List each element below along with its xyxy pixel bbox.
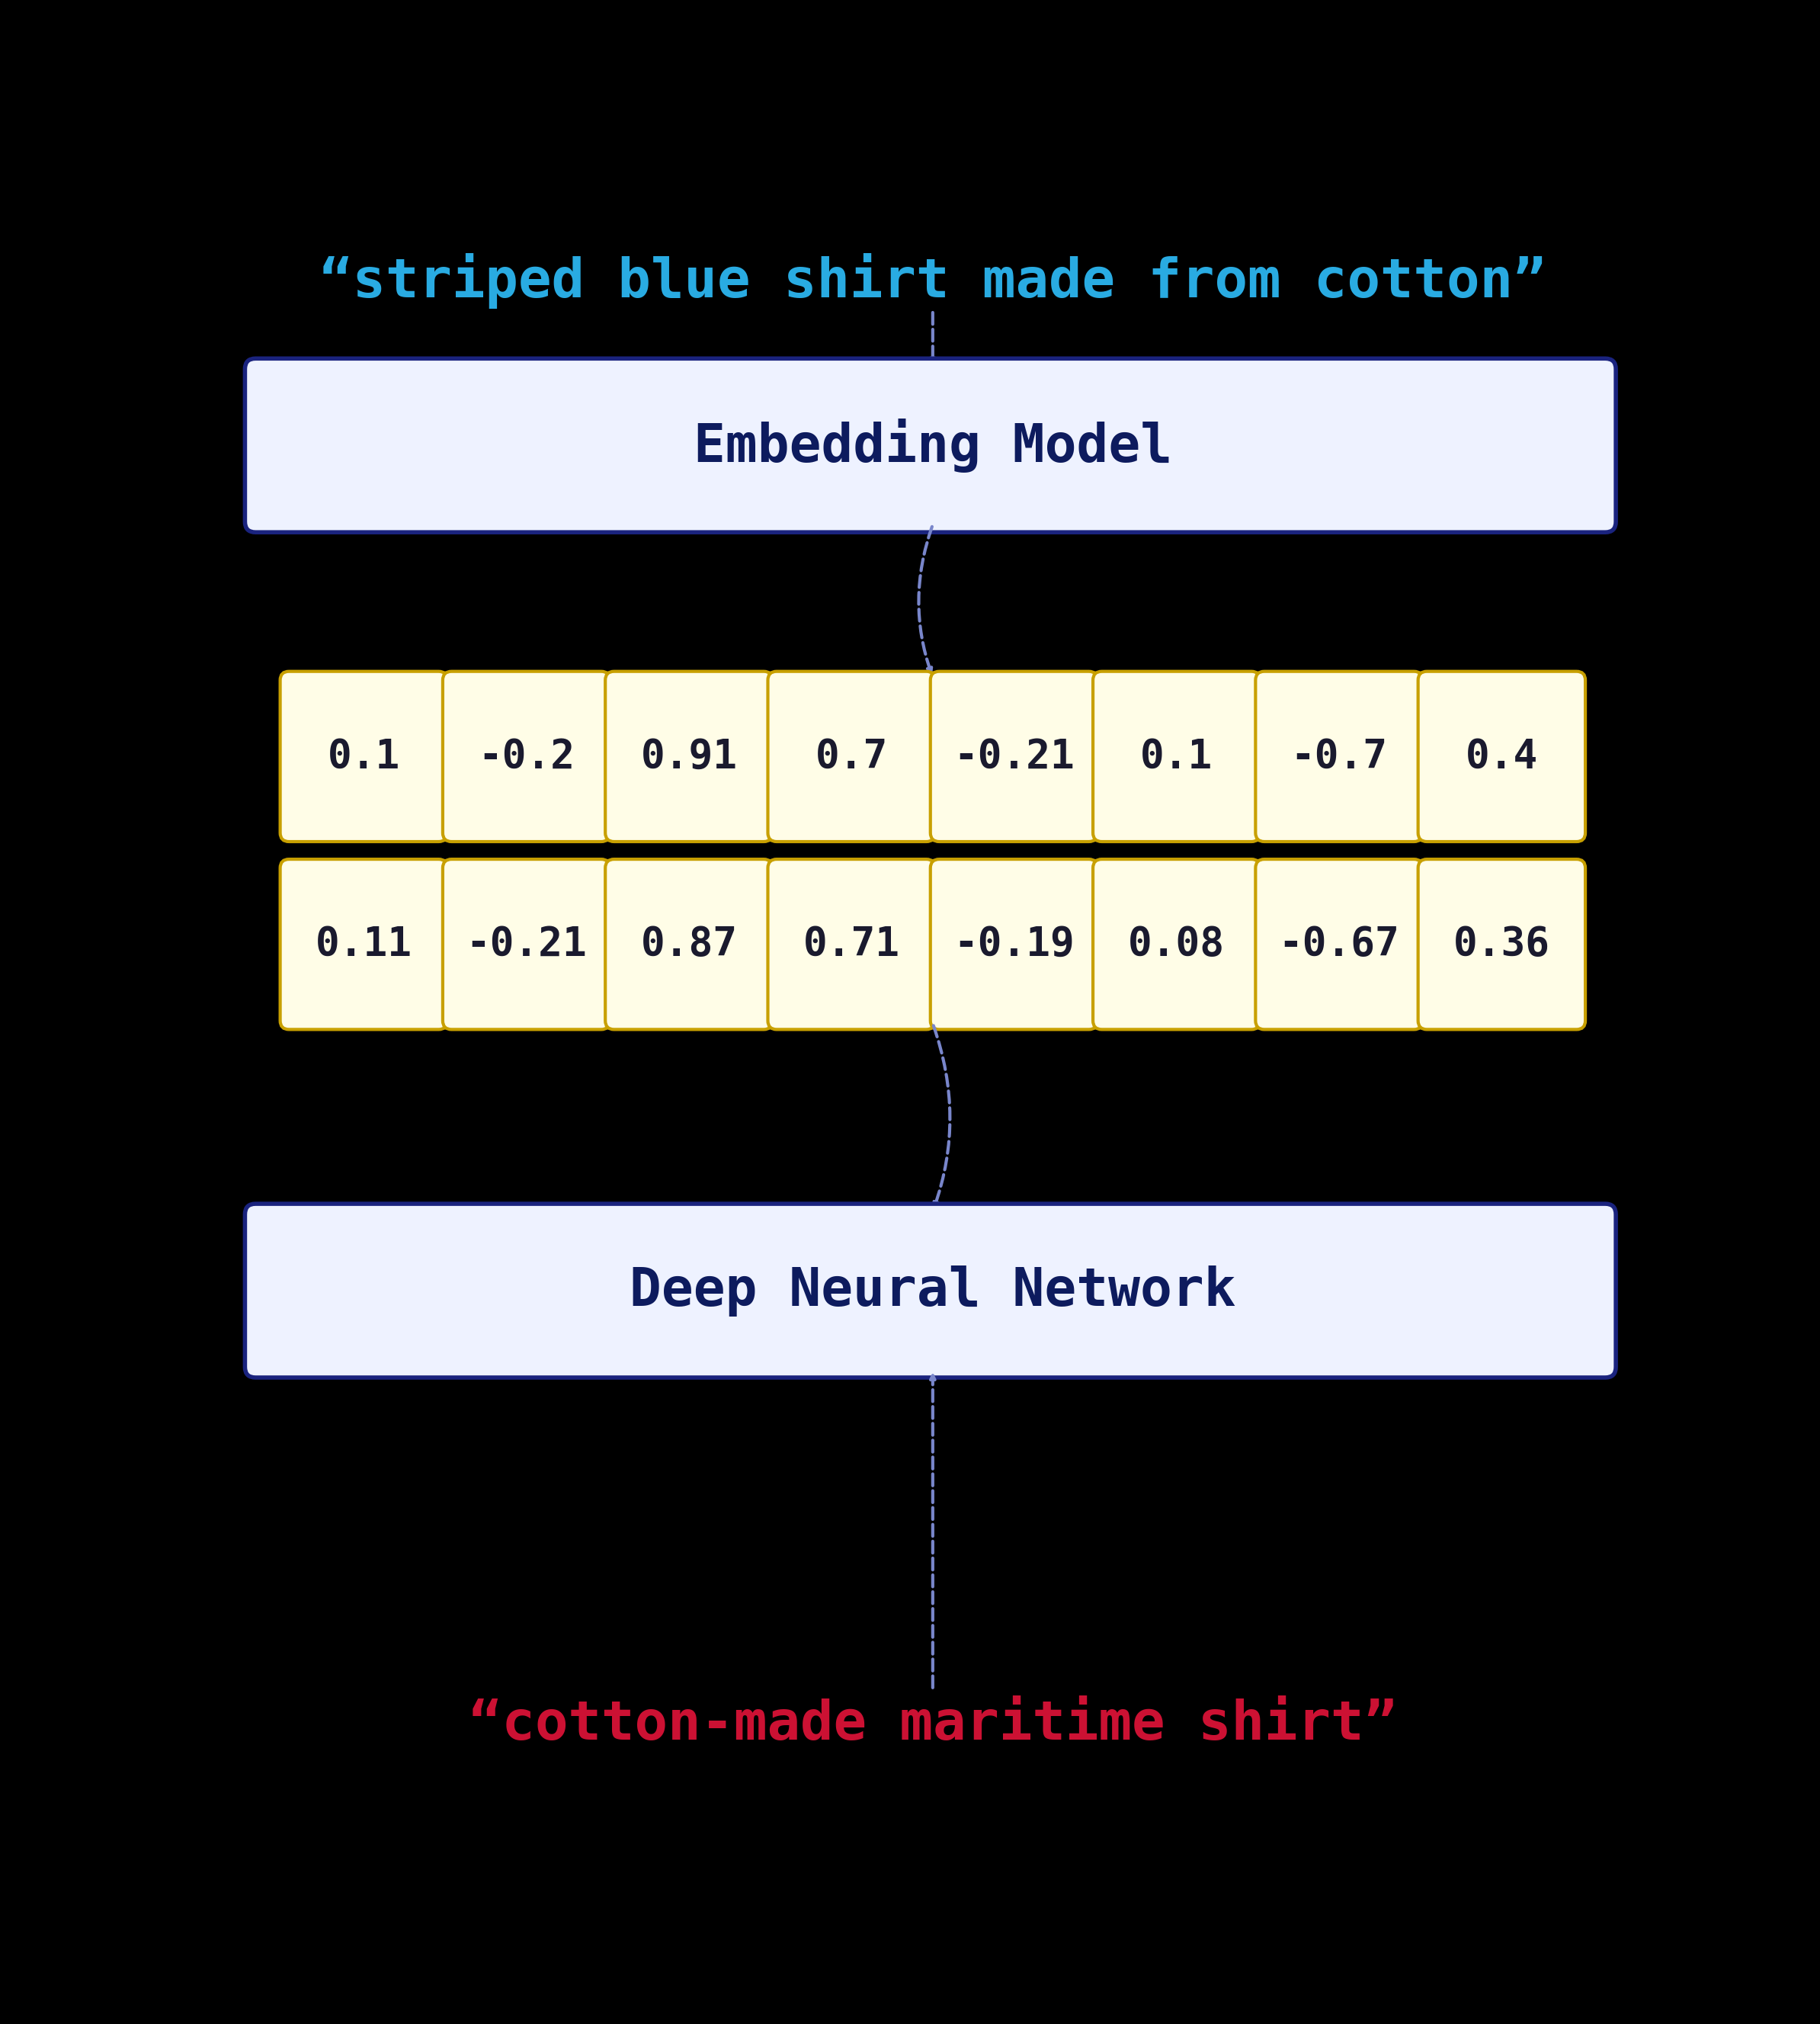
Text: -0.21: -0.21 bbox=[954, 737, 1074, 777]
Text: 0.08: 0.08 bbox=[1128, 925, 1225, 963]
FancyBboxPatch shape bbox=[1256, 672, 1423, 842]
Text: 0.36: 0.36 bbox=[1454, 925, 1551, 963]
Text: 0.1: 0.1 bbox=[328, 737, 400, 777]
FancyBboxPatch shape bbox=[1418, 860, 1585, 1030]
Text: -0.67: -0.67 bbox=[1279, 925, 1400, 963]
FancyBboxPatch shape bbox=[442, 860, 610, 1030]
Text: 0.11: 0.11 bbox=[315, 925, 411, 963]
Text: -0.2: -0.2 bbox=[479, 737, 575, 777]
FancyBboxPatch shape bbox=[768, 672, 935, 842]
FancyBboxPatch shape bbox=[246, 358, 1616, 532]
Text: 0.1: 0.1 bbox=[1141, 737, 1212, 777]
FancyBboxPatch shape bbox=[1256, 860, 1423, 1030]
FancyBboxPatch shape bbox=[442, 672, 610, 842]
Text: -0.7: -0.7 bbox=[1290, 737, 1387, 777]
Text: “cotton-made maritime shirt”: “cotton-made maritime shirt” bbox=[468, 1698, 1398, 1751]
FancyBboxPatch shape bbox=[280, 672, 448, 842]
FancyBboxPatch shape bbox=[768, 860, 935, 1030]
Text: Embedding Model: Embedding Model bbox=[693, 419, 1172, 472]
Text: -0.21: -0.21 bbox=[466, 925, 586, 963]
FancyBboxPatch shape bbox=[1094, 672, 1259, 842]
Text: -0.19: -0.19 bbox=[954, 925, 1074, 963]
Text: 0.71: 0.71 bbox=[803, 925, 899, 963]
FancyBboxPatch shape bbox=[246, 1204, 1616, 1378]
Text: “striped blue shirt made from cotton”: “striped blue shirt made from cotton” bbox=[320, 253, 1545, 310]
FancyBboxPatch shape bbox=[606, 860, 772, 1030]
Text: 0.4: 0.4 bbox=[1465, 737, 1538, 777]
Text: 0.7: 0.7 bbox=[815, 737, 888, 777]
Text: 0.87: 0.87 bbox=[641, 925, 737, 963]
FancyBboxPatch shape bbox=[930, 860, 1097, 1030]
FancyBboxPatch shape bbox=[930, 672, 1097, 842]
Text: 0.91: 0.91 bbox=[641, 737, 737, 777]
FancyBboxPatch shape bbox=[1094, 860, 1259, 1030]
Text: Deep Neural Network: Deep Neural Network bbox=[630, 1265, 1236, 1316]
FancyBboxPatch shape bbox=[1418, 672, 1585, 842]
FancyBboxPatch shape bbox=[606, 672, 772, 842]
FancyBboxPatch shape bbox=[280, 860, 448, 1030]
